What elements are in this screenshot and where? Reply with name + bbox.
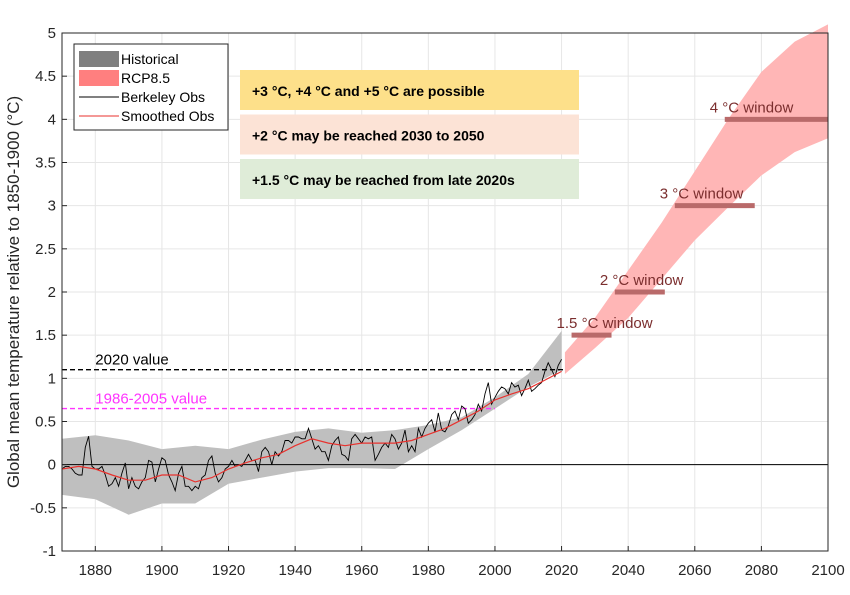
x-tick-label: 1880 xyxy=(79,562,112,579)
x-axis-ticks: 1880 1900 1920 1940 1960 1980 2000 2020 2040 2060… xyxy=(79,546,845,579)
x-tick-label: 2100 xyxy=(811,562,844,579)
y-tick-label: 1 xyxy=(48,370,56,387)
annotation-box xyxy=(240,114,579,155)
bands xyxy=(62,24,828,515)
y-tick-label: 2 xyxy=(48,284,56,301)
y-tick-label: 0 xyxy=(48,457,56,474)
x-tick-label: 2080 xyxy=(745,562,778,579)
annotation-text: +2 °C may be reached 2030 to 2050 xyxy=(252,128,485,144)
x-tick-label: 1920 xyxy=(212,562,245,579)
annotation-text: +3 °C, +4 °C and +5 °C are possible xyxy=(252,83,485,99)
x-tick-label: 2000 xyxy=(478,562,511,579)
legend-swatch xyxy=(79,70,119,86)
legend-item-label: Berkeley Obs xyxy=(121,89,205,105)
y-tick-label: 0.5 xyxy=(35,414,56,431)
window-label: 4 °C window xyxy=(710,99,794,116)
annotation-text: +1.5 °C may be reached from late 2020s xyxy=(252,172,515,188)
series-lines xyxy=(61,359,562,493)
x-tick-label: 2060 xyxy=(678,562,711,579)
x-tick-label: 1960 xyxy=(345,562,378,579)
series-smoothed-obs xyxy=(61,370,562,483)
legend-item-label: Historical xyxy=(121,51,179,67)
x-tick-label: 2040 xyxy=(611,562,644,579)
y-tick-label: 3 xyxy=(48,198,56,215)
y-tick-label: 4 xyxy=(48,111,56,128)
y-tick-label: 3.5 xyxy=(35,155,56,172)
window-label: 1.5 °C window xyxy=(557,315,653,332)
y-axis-label: Global mean temperature relative to 1850… xyxy=(4,96,23,488)
y-tick-label: -0.5 xyxy=(30,500,56,517)
band-rcp8-5 xyxy=(564,24,828,375)
annotation-boxes: +3 °C, +4 °C and +5 °C are possible +2 °C… xyxy=(240,70,579,199)
x-tick-label: 2020 xyxy=(545,562,578,579)
annotation-box xyxy=(240,159,579,199)
legend-item-label: Smoothed Obs xyxy=(121,108,214,124)
window-label: 3 °C window xyxy=(660,186,744,203)
y-tick-label: 2.5 xyxy=(35,241,56,258)
band-historical xyxy=(62,330,562,515)
y-tick-label: 1.5 xyxy=(35,327,56,344)
reference-label: 1986-2005 value xyxy=(95,391,207,408)
reference-label: 2020 value xyxy=(95,352,168,369)
legend-swatch xyxy=(79,51,119,67)
y-tick-label: -1 xyxy=(43,543,56,560)
window-label: 2 °C window xyxy=(600,272,684,289)
y-axis-ticks: -1 -0.5 0 0.5 1 1.5 2 2.5 3 3.5 4 4.5 5 xyxy=(30,25,67,560)
y-tick-label: 4.5 xyxy=(35,68,56,85)
legend-item-label: RCP8.5 xyxy=(121,70,170,86)
y-tick-label: 5 xyxy=(48,25,56,42)
window-bars: 1.5 °C window 2 °C window 3 °C window 4 °C … xyxy=(557,99,828,338)
annotation-box xyxy=(240,70,579,110)
x-tick-label: 1900 xyxy=(145,562,178,579)
x-tick-label: 1940 xyxy=(278,562,311,579)
x-tick-label: 1980 xyxy=(412,562,445,579)
legend: Historical RCP8.5 Berkeley Obs Smoothed Obs xyxy=(73,43,229,131)
reference-lines: 2020 value 1986-2005 value xyxy=(62,352,828,466)
